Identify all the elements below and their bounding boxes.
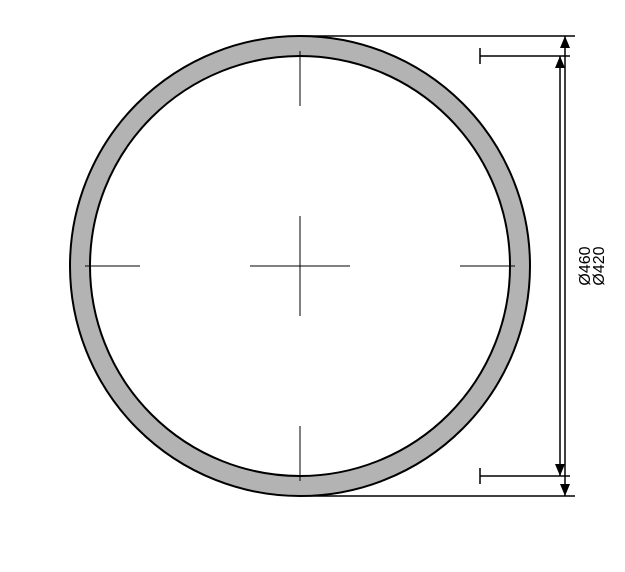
ring-cross-section-diagram: Ø460Ø420 xyxy=(0,0,625,572)
dim-arrow xyxy=(560,36,570,48)
dim-arrow xyxy=(560,484,570,496)
dim-arrow xyxy=(555,464,565,476)
dim-arrow xyxy=(555,56,565,68)
inner-diameter-label: Ø420 xyxy=(591,246,608,285)
